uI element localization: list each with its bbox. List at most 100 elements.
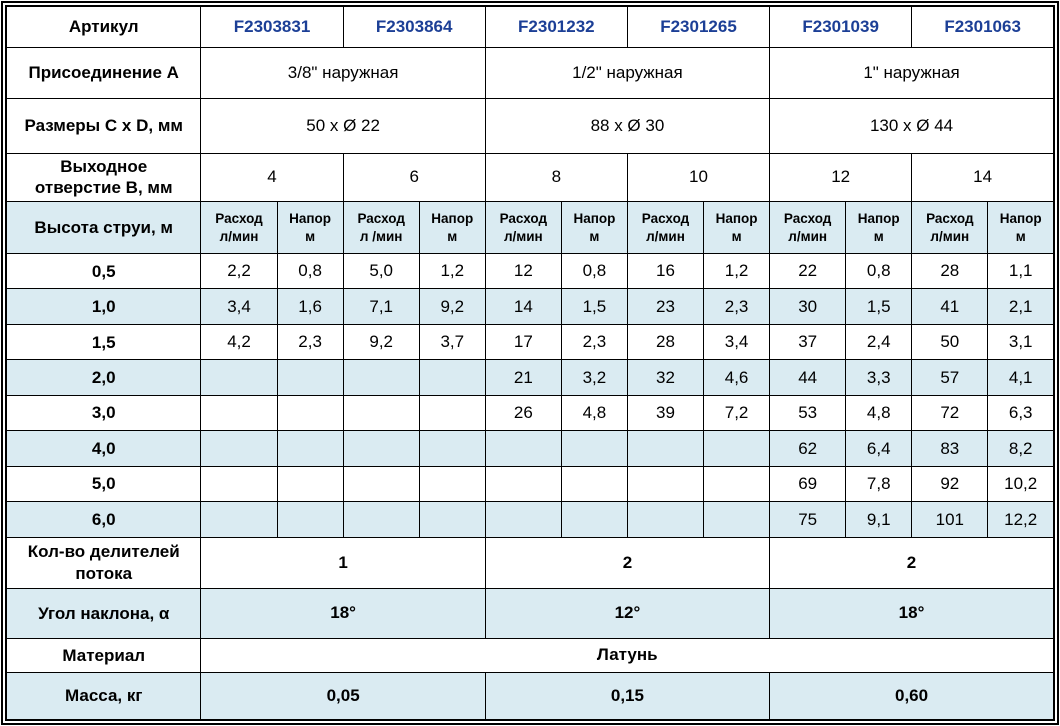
table-cell: [560, 501, 628, 538]
table-cell: 22: [769, 252, 847, 290]
table-cell: 1,1: [987, 252, 1055, 290]
table-cell: 6,4: [845, 430, 913, 467]
table-cell: [626, 430, 705, 467]
table-cell: 17: [484, 323, 562, 361]
table-cell: 7,1: [342, 288, 420, 325]
table-row: 1,0 3,4 1,6 7,1 9,2 14 1,5 23 2,3 30 1,5…: [5, 288, 1055, 325]
dimensions-value: 130 x Ø 44: [769, 97, 1055, 154]
outlet-value: 8: [484, 152, 628, 203]
table-cell: 2,1: [987, 288, 1055, 325]
connection-value: 1" наружная: [769, 47, 1055, 99]
table-row: 5,0 69 7,8 92 10,2: [5, 465, 1055, 503]
row-material: Материал Латунь: [5, 638, 1055, 673]
spec-table: Артикул F2303831 F2303864 F2301232 F2301…: [5, 5, 1055, 721]
table-cell: [342, 465, 420, 503]
row-connection: Присоединение A 3/8" наружная 1/2" наруж…: [5, 47, 1055, 99]
jet-height-value: 4,0: [5, 430, 202, 467]
jet-height-value: 2,0: [5, 359, 202, 396]
table-cell: 4,8: [845, 394, 913, 432]
table-cell: 5,0: [342, 252, 420, 290]
article-number[interactable]: F2303864: [342, 5, 486, 49]
table-cell: [200, 359, 278, 396]
table-cell: 92: [911, 465, 989, 503]
article-number[interactable]: F2301039: [769, 5, 913, 49]
jet-height-value: 0,5: [5, 252, 202, 290]
outlet-value: 12: [769, 152, 913, 203]
jet-height-value: 6,0: [5, 501, 202, 538]
table-cell: 53: [769, 394, 847, 432]
subheader-flow: Расход л/мин: [911, 201, 989, 254]
table-cell: 1,2: [418, 252, 486, 290]
table-cell: 16: [626, 252, 705, 290]
table-row: 4,0 62 6,4 83 8,2: [5, 430, 1055, 467]
table-cell: [560, 465, 628, 503]
article-number[interactable]: F2301232: [484, 5, 628, 49]
jet-height-value: 3,0: [5, 394, 202, 432]
table-cell: 1,2: [703, 252, 771, 290]
subheader-head: Напор м: [703, 201, 771, 254]
material-label: Материал: [5, 638, 202, 673]
table-cell: 0,8: [276, 252, 344, 290]
subheader-flow: Расход л/мин: [626, 201, 705, 254]
subheader-flow: Расход л/мин: [200, 201, 278, 254]
table-cell: 1,6: [276, 288, 344, 325]
angle-value: 12°: [484, 587, 771, 640]
table-cell: [276, 394, 344, 432]
table-cell: 57: [911, 359, 989, 396]
outlet-value: 14: [911, 152, 1055, 203]
angle-value: 18°: [769, 587, 1055, 640]
table-cell: 2,2: [200, 252, 278, 290]
row-mass: Масса, кг 0,05 0,15 0,60: [5, 671, 1055, 721]
dimensions-label: Размеры C x D, мм: [5, 97, 202, 154]
table-cell: 75: [769, 501, 847, 538]
table-cell: 9,2: [342, 323, 420, 361]
angle-value: 18°: [200, 587, 486, 640]
flow-splitters-value: 2: [769, 536, 1055, 589]
table-cell: 2,3: [703, 288, 771, 325]
table-cell: [484, 501, 562, 538]
table-cell: [626, 465, 705, 503]
table-cell: 26: [484, 394, 562, 432]
article-number[interactable]: F2301063: [911, 5, 1055, 49]
table-cell: [276, 359, 344, 396]
table-cell: [342, 501, 420, 538]
table-cell: [418, 359, 486, 396]
outlet-value: 10: [626, 152, 771, 203]
article-number[interactable]: F2303831: [200, 5, 344, 49]
table-cell: 1,5: [845, 288, 913, 325]
article-number[interactable]: F2301265: [626, 5, 771, 49]
table-cell: [560, 430, 628, 467]
connection-label: Присоединение A: [5, 47, 202, 99]
table-cell: 37: [769, 323, 847, 361]
row-outlet: Выходное отверстие B, мм 4 6 8 10 12 14: [5, 152, 1055, 203]
table-cell: [418, 430, 486, 467]
flow-splitters-label: Кол-во делителей потока: [5, 536, 202, 589]
table-cell: 2,3: [276, 323, 344, 361]
table-cell: 9,1: [845, 501, 913, 538]
table-cell: 0,8: [560, 252, 628, 290]
table-cell: 28: [626, 323, 705, 361]
table-cell: [418, 501, 486, 538]
table-cell: 21: [484, 359, 562, 396]
table-cell: 3,4: [703, 323, 771, 361]
row-angle: Угол наклона, α 18° 12° 18°: [5, 587, 1055, 640]
table-cell: [418, 465, 486, 503]
table-cell: [200, 465, 278, 503]
table-cell: 3,1: [987, 323, 1055, 361]
jet-height-value: 1,5: [5, 323, 202, 361]
dimensions-value: 50 x Ø 22: [200, 97, 486, 154]
subheader-head: Напор м: [845, 201, 913, 254]
row-articul: Артикул F2303831 F2303864 F2301232 F2301…: [5, 5, 1055, 49]
connection-value: 1/2" наружная: [484, 47, 771, 99]
table-cell: 7,2: [703, 394, 771, 432]
table-cell: 3,4: [200, 288, 278, 325]
table-row: 1,5 4,2 2,3 9,2 3,7 17 2,3 28 3,4 37 2,4…: [5, 323, 1055, 361]
mass-value: 0,60: [769, 671, 1055, 721]
table-cell: 62: [769, 430, 847, 467]
table-cell: [703, 430, 771, 467]
table-cell: [418, 394, 486, 432]
table-cell: [276, 465, 344, 503]
table-cell: [200, 394, 278, 432]
mass-value: 0,15: [484, 671, 771, 721]
table-cell: 2,3: [560, 323, 628, 361]
